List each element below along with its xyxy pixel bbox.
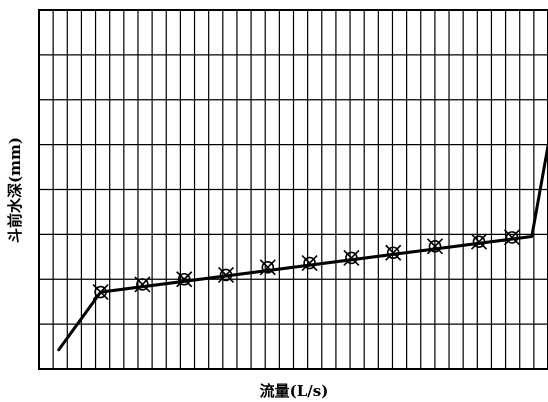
data-point-circle	[219, 268, 233, 282]
data-point-cross	[503, 229, 521, 246]
grid	[39, 10, 548, 369]
data-point-10	[470, 233, 488, 250]
data-point-11	[503, 229, 521, 246]
data-point-circle	[345, 251, 358, 265]
data-points	[92, 229, 521, 301]
data-point-cross	[217, 266, 235, 284]
data-point-cross	[301, 254, 318, 272]
data-point-8	[385, 244, 402, 261]
series-line	[57, 137, 548, 352]
data-point-circle	[261, 260, 275, 274]
data-point-circle	[177, 272, 191, 286]
data-point-cross	[134, 276, 151, 293]
data-point-cross	[343, 249, 360, 266]
data-point-circle	[472, 235, 486, 248]
plot-frame	[38, 9, 548, 370]
data-point-5	[259, 259, 276, 276]
data-point-circle	[386, 246, 400, 260]
data-point-3	[176, 271, 193, 288]
data-point-1	[92, 284, 109, 301]
data-point-4	[217, 266, 235, 284]
data-point-circle	[505, 231, 519, 244]
data-point-cross	[259, 259, 276, 276]
data-point-circle	[94, 285, 107, 299]
data-point-cross	[470, 233, 488, 250]
x-axis-label: 流量(L/s)	[260, 382, 329, 400]
data-point-circle	[428, 240, 442, 253]
data-point-9	[426, 238, 444, 255]
data-point-6	[301, 254, 318, 272]
data-point-cross	[385, 244, 402, 261]
data-point-7	[343, 249, 360, 266]
data-point-cross	[92, 284, 109, 301]
data-point-circle	[136, 278, 149, 291]
data-point-cross	[426, 238, 444, 255]
data-point-2	[134, 276, 151, 293]
data-point-circle	[303, 256, 316, 270]
y-axis-label: 斗前水深(mm)	[6, 137, 24, 243]
data-point-cross	[176, 271, 193, 288]
